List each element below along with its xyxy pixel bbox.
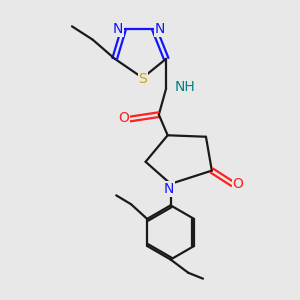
Text: N: N bbox=[154, 22, 165, 36]
Text: N: N bbox=[164, 182, 174, 196]
Text: O: O bbox=[119, 111, 130, 124]
Text: O: O bbox=[232, 177, 243, 191]
Text: N: N bbox=[113, 22, 123, 36]
Text: NH: NH bbox=[174, 80, 195, 94]
Text: S: S bbox=[138, 72, 147, 86]
